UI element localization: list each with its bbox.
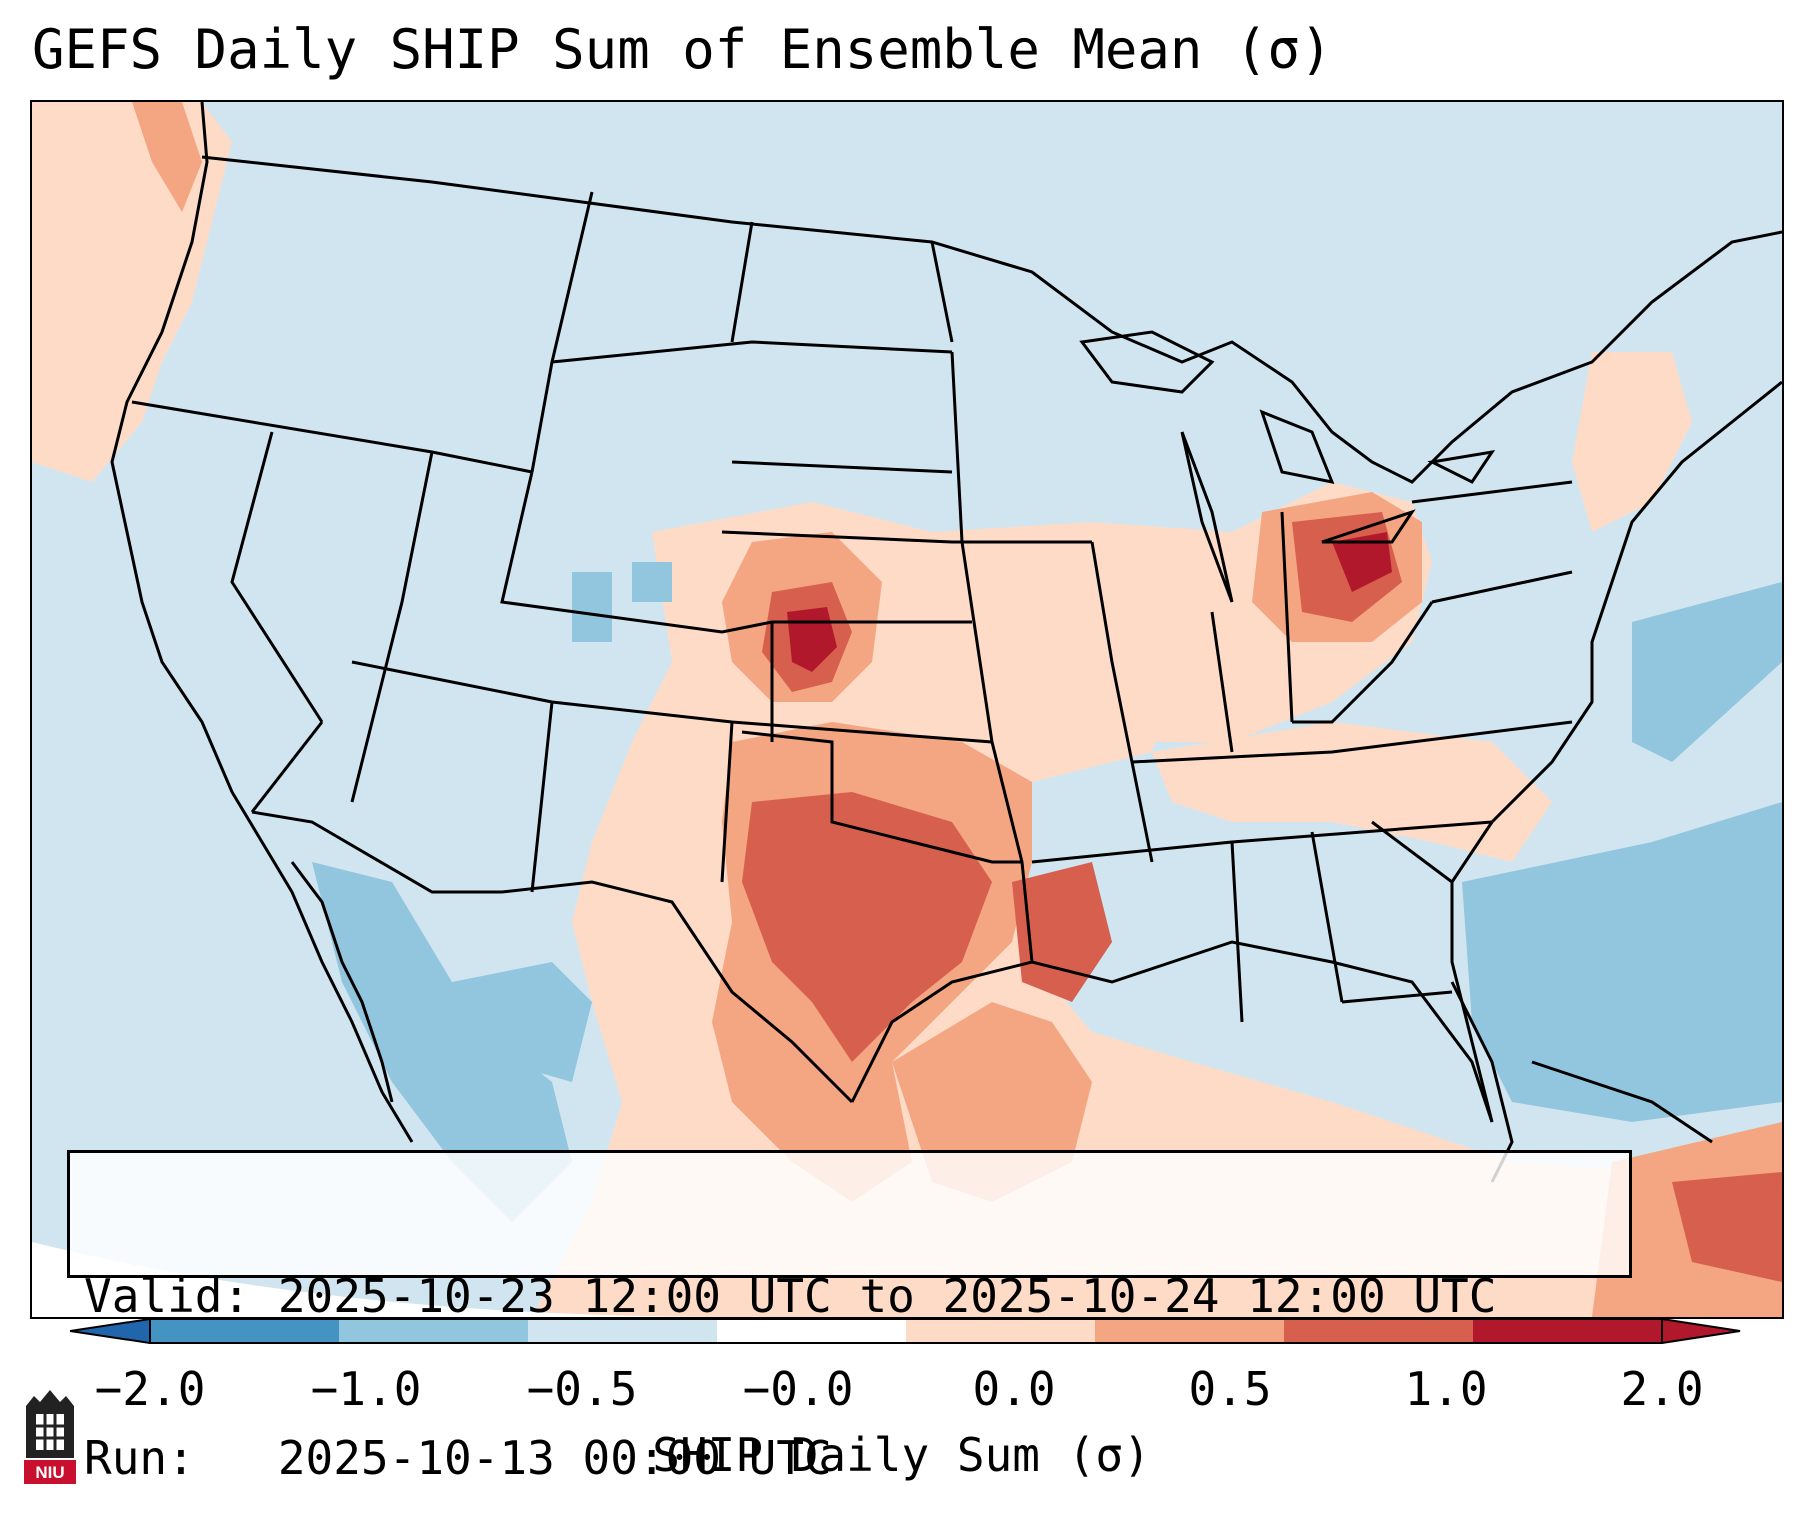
niu-logo-icon: NIU — [24, 1390, 76, 1484]
east-coastline — [1450, 380, 1782, 1123]
colorbar-segment — [339, 1319, 529, 1343]
colorbar-ticks: −2.0 −1.0 −0.5 −0.0 0.0 0.5 1.0 2.0 — [0, 1362, 1803, 1422]
borders-layer — [110, 102, 1782, 1183]
anomaly-pacific-nw-core — [132, 102, 202, 212]
colorbar-segment — [1473, 1319, 1663, 1343]
colorbar-outline — [149, 1318, 1663, 1344]
state-line — [350, 451, 434, 803]
anomaly-atlantic-negative — [1462, 802, 1782, 1122]
state-line — [950, 351, 994, 743]
state-line — [731, 460, 953, 474]
state-line — [230, 431, 324, 723]
anomaly-ohio-peak — [1332, 532, 1392, 592]
colorbar-segment — [150, 1319, 340, 1343]
page-title: GEFS Daily SHIP Sum of Ensemble Mean (σ) — [32, 18, 1333, 81]
state-line — [1210, 611, 1234, 753]
state-line — [1230, 841, 1244, 1023]
state-line — [530, 701, 554, 893]
map-panel — [30, 100, 1784, 1319]
anomaly-caribbean-core — [1672, 1172, 1782, 1282]
state-line — [741, 730, 1022, 864]
colorbar-tick-label: 0.0 — [972, 1362, 1056, 1416]
lake-huron — [1259, 409, 1335, 485]
colorbar-segment — [1284, 1319, 1474, 1343]
state-line — [500, 471, 972, 634]
colorbar-segment — [906, 1319, 1096, 1343]
state-line — [720, 721, 734, 883]
colorbar-under-arrow — [70, 1318, 151, 1344]
anomaly-mexico-negative — [312, 862, 572, 1222]
state-line — [250, 721, 324, 813]
anomaly-mexico-interior-negative — [452, 962, 592, 1082]
state-line — [730, 221, 754, 343]
valid-time-text: Valid: 2025-10-23 12:00 UTC to 2025-10-2… — [84, 1269, 1497, 1323]
anomaly-colorado-negative-2 — [632, 562, 672, 602]
anomaly-atlantic-ne-negative — [1632, 582, 1782, 762]
state-line — [1411, 480, 1573, 504]
anomaly-colorado-negative — [572, 572, 612, 642]
colorbar-tick-label: −0.5 — [526, 1362, 638, 1416]
lake-michigan — [1180, 431, 1234, 603]
state-line — [1131, 720, 1573, 764]
colorbar-tick-label: 2.0 — [1620, 1362, 1704, 1416]
colorbar-tick-label: −1.0 — [310, 1362, 422, 1416]
colorbar-tick-label: −2.0 — [94, 1362, 206, 1416]
lake-erie — [1321, 509, 1416, 544]
anomaly-texas-core — [742, 792, 992, 1062]
colorbar — [70, 1318, 1741, 1344]
colorbar-tick-label: −0.0 — [742, 1362, 854, 1416]
anomaly-new-england — [1572, 352, 1692, 532]
colorbar-over-arrow — [1661, 1318, 1741, 1344]
colorbar-segment — [717, 1319, 907, 1343]
state-line — [1280, 511, 1294, 723]
us-canada-border — [201, 155, 1782, 484]
state-line — [1090, 541, 1154, 863]
run-time-text: Run: 2025-10-13 00:00 UTC — [84, 1431, 832, 1485]
west-coastline — [110, 102, 414, 1143]
state-line — [1341, 990, 1453, 1004]
state-line — [721, 530, 1092, 544]
state-line — [930, 241, 954, 343]
gulf-coastline — [850, 940, 1494, 1123]
state-line — [351, 660, 993, 744]
colorbar-segment — [1095, 1319, 1285, 1343]
lake-superior — [1079, 330, 1215, 394]
projection-edge — [32, 1242, 732, 1317]
colorbar-tick-label: 0.5 — [1188, 1362, 1272, 1416]
state-line — [1292, 601, 1434, 724]
lake-ontario — [1427, 449, 1496, 484]
state-line — [990, 741, 1034, 963]
state-line — [551, 340, 953, 364]
state-line — [1431, 570, 1573, 604]
baja-coastline — [290, 861, 394, 1103]
anomaly-louisiana — [1012, 862, 1112, 1002]
colorbar-segment — [528, 1319, 718, 1343]
colorbar-label: SHIP Daily Sum (σ) — [652, 1428, 1151, 1482]
logo-text: NIU — [35, 1463, 64, 1482]
colorbar-tick-label: 1.0 — [1404, 1362, 1488, 1416]
state-line — [1371, 820, 1453, 884]
map-svg — [32, 102, 1782, 1317]
us-mexico-border — [251, 810, 854, 1104]
info-box: Valid: 2025-10-23 12:00 UTC to 2025-10-2… — [67, 1150, 1632, 1485]
state-line — [1310, 831, 1344, 1003]
colorbar-segments — [70, 1318, 1741, 1344]
caribbean-islands — [1531, 1060, 1713, 1144]
